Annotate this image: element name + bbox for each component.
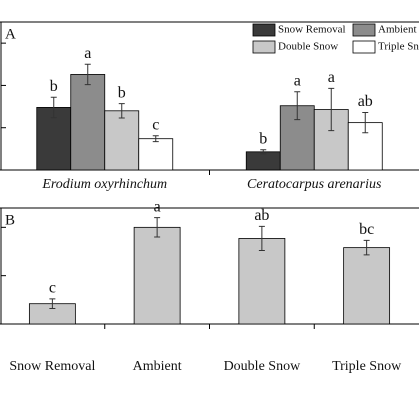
bar	[245, 151, 281, 171]
significance-letter: c	[49, 280, 56, 297]
legend-swatch	[252, 40, 276, 54]
legend-swatch	[352, 40, 376, 54]
significance-letter: ab	[254, 207, 269, 224]
x-tick-label: Double Snow	[224, 359, 302, 374]
error-bar	[363, 239, 370, 256]
error-bar	[118, 103, 125, 119]
legend-label: Double Snow	[278, 41, 338, 53]
significance-letter: a	[294, 72, 301, 89]
error-bar	[328, 87, 335, 132]
bar	[343, 247, 391, 325]
x-tick-label: Erodium oxyrhinchum	[41, 177, 167, 192]
significance-letter: b	[50, 78, 58, 95]
error-bar	[260, 149, 267, 155]
legend-swatch	[252, 23, 276, 37]
significance-letter: bc	[359, 221, 374, 238]
significance-letter: b	[259, 130, 267, 147]
bar	[238, 238, 286, 325]
bar	[133, 226, 181, 325]
bar	[104, 110, 140, 171]
bar	[70, 74, 106, 171]
legend-swatch	[352, 23, 376, 37]
error-bar	[84, 63, 91, 86]
bar	[313, 109, 349, 171]
panel-label: B	[5, 212, 15, 228]
error-bar	[258, 225, 265, 252]
error-bar	[50, 96, 57, 119]
error-bar	[294, 91, 301, 121]
x-tick-label: Snow Removal	[9, 359, 95, 374]
error-bar	[154, 217, 161, 238]
x-tick-label: Ceratocarpus arenarius	[247, 177, 382, 192]
significance-letter: c	[152, 116, 159, 133]
x-tick-label: Ambient	[133, 359, 182, 374]
significance-letter: a	[154, 198, 161, 215]
error-bar	[49, 298, 56, 310]
panel-label: A	[5, 26, 16, 42]
significance-letter: ab	[358, 93, 373, 110]
bar	[138, 138, 174, 171]
x-tick-label: Triple Snow	[332, 359, 402, 374]
significance-letter: b	[118, 84, 126, 101]
error-bar	[152, 135, 159, 143]
legend-label: Triple Snow	[378, 41, 419, 53]
significance-letter: a	[84, 45, 91, 62]
error-bar	[362, 111, 369, 134]
significance-letter: a	[328, 69, 335, 86]
legend-label: Snow Removal	[278, 24, 346, 36]
legend-label: Ambient	[378, 24, 417, 36]
